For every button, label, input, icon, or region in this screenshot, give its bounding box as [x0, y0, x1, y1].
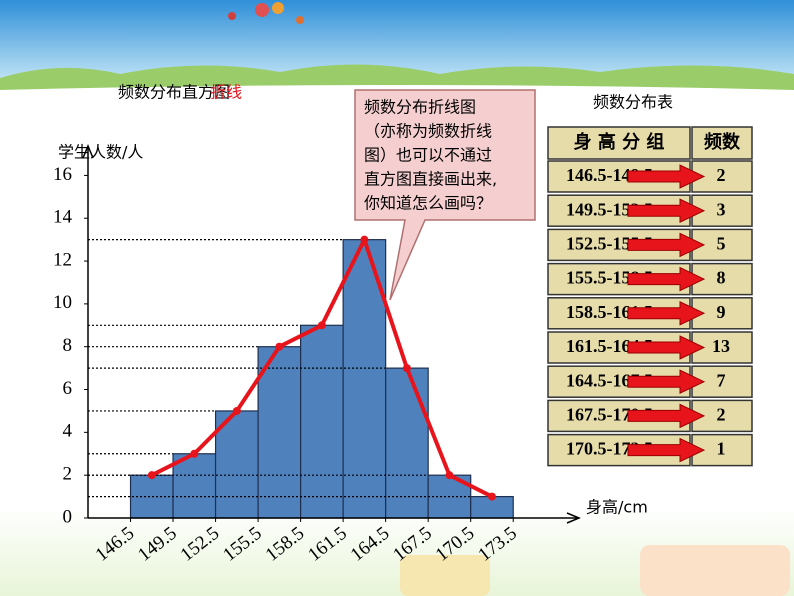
frequency: 8	[717, 268, 726, 288]
frequency: 2	[717, 165, 726, 185]
bar	[385, 367, 429, 519]
y-tick-label: 10	[53, 292, 72, 313]
arrow	[627, 198, 706, 223]
y-tick-label: 0	[63, 506, 73, 527]
arrow	[627, 164, 706, 189]
callout-text: 你知道怎么画吗？	[364, 194, 492, 213]
hills	[0, 64, 794, 92]
callout-text: 频数分布折线图	[364, 98, 476, 117]
polygon-point	[360, 235, 369, 244]
polygon-point	[190, 449, 199, 458]
polygon-point	[232, 406, 241, 415]
y-axis-label: 学生人数/人	[58, 143, 143, 162]
chart-title: 频数分布直方图	[118, 83, 230, 102]
header-cell	[691, 126, 753, 160]
frequency: 5	[717, 234, 726, 254]
y-tick-label: 6	[63, 378, 73, 399]
balloon	[272, 2, 284, 14]
header-text: 频数	[704, 131, 741, 153]
y-tick-label: 16	[53, 164, 72, 185]
x-axis-label: 身高/cm	[586, 498, 648, 517]
title-overlay: 折线	[210, 83, 242, 102]
polygon-point	[445, 471, 454, 480]
callout-text: 图）也可以不通过	[364, 146, 492, 165]
frequency: 13	[712, 336, 730, 356]
arrow	[627, 437, 706, 463]
polygon-point	[402, 364, 411, 373]
frequency: 9	[717, 302, 726, 322]
frequency: 7	[717, 370, 726, 390]
y-axis-arrow	[82, 144, 94, 159]
arrow	[627, 232, 706, 258]
y-tick-label: 12	[53, 249, 72, 270]
table-cell	[547, 399, 691, 433]
header-cell	[547, 126, 691, 160]
arrow	[627, 369, 706, 394]
bar	[300, 324, 344, 519]
polygon-point	[275, 342, 284, 351]
y-tick-label: 2	[63, 464, 73, 485]
table-title: 频数分布表	[593, 93, 673, 112]
polygon-point	[487, 492, 496, 501]
header-text: 身 高 分 组	[574, 131, 665, 153]
polygon-point	[147, 471, 156, 480]
arrow	[627, 335, 706, 360]
x-axis-arrow	[566, 512, 581, 524]
balloon	[255, 3, 269, 17]
polygon-point	[317, 321, 326, 330]
y-tick-label: 8	[63, 335, 73, 356]
kids-decoration	[400, 545, 790, 596]
arrow	[627, 266, 706, 292]
frequency: 1	[717, 439, 726, 459]
callout-text: 直方图直接画出来,	[364, 170, 497, 189]
frequency: 3	[717, 199, 726, 219]
y-tick-label: 14	[53, 207, 73, 228]
y-tick-label: 4	[63, 421, 73, 442]
balloon	[296, 16, 304, 24]
plot: 0246810121416146.5149.5152.5155.5158.516…	[53, 144, 581, 566]
frequency-table: 身 高 分 组频数146.5-149.5 2149.5-152.5 3152.5-1…	[547, 126, 753, 467]
bar	[214, 410, 259, 519]
arrow	[627, 301, 706, 326]
callout-text: （亦称为频数折线	[364, 122, 492, 141]
arrow	[627, 403, 706, 429]
balloon	[228, 12, 236, 20]
frequency: 2	[717, 405, 726, 425]
